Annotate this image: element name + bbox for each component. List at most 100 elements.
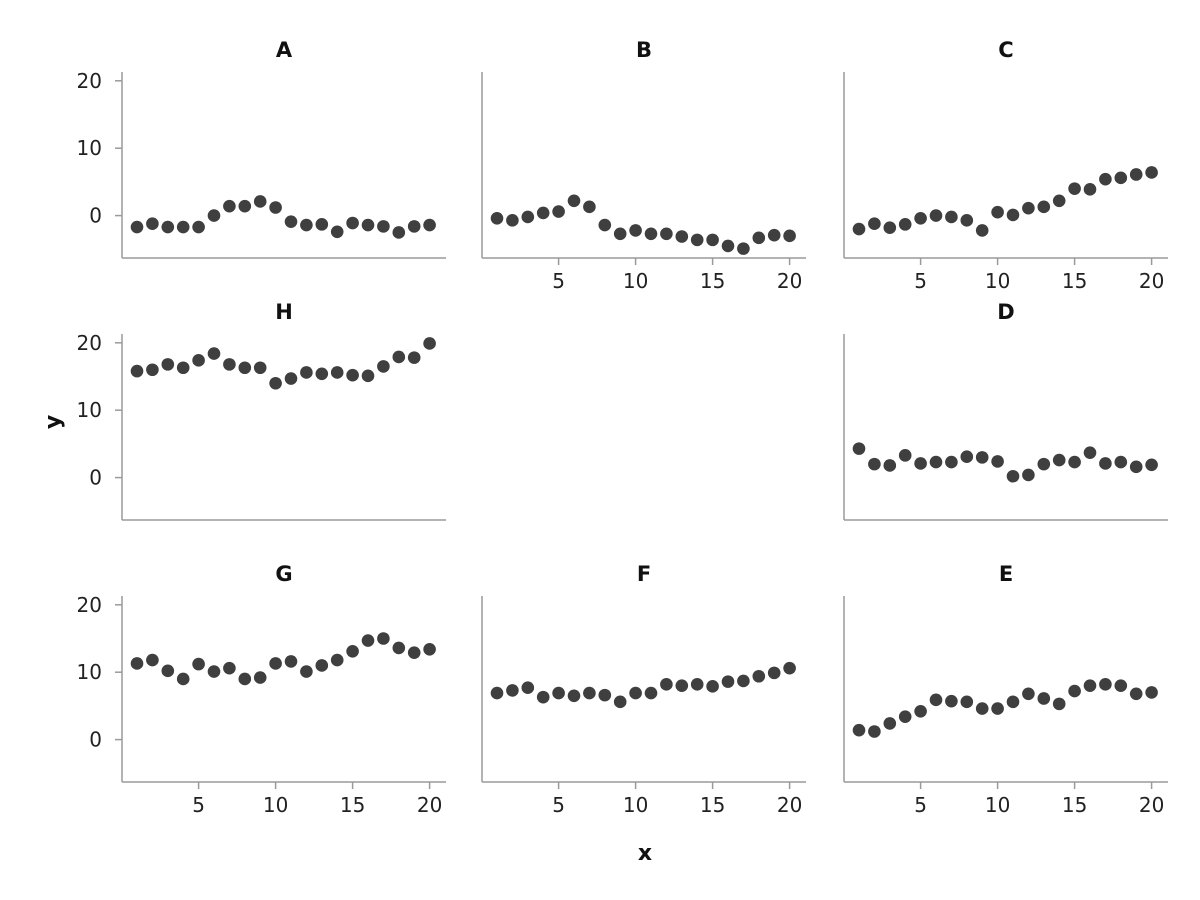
data-point [852, 222, 866, 236]
data-point [1022, 687, 1035, 701]
data-point [300, 366, 313, 379]
data-point [192, 657, 205, 671]
data-point [567, 194, 581, 208]
data-point [1129, 168, 1143, 181]
data-point [536, 206, 550, 220]
data-point [146, 217, 159, 230]
x-tick-label: 20 [1139, 269, 1164, 293]
data-point [721, 239, 735, 253]
data-point [207, 665, 221, 678]
x-tick-label: 15 [1062, 269, 1087, 293]
data-point [490, 211, 504, 225]
x-axis-title: x [638, 841, 652, 866]
data-point [852, 723, 866, 737]
data-point [945, 694, 958, 708]
data-point [392, 226, 406, 239]
data-point [330, 653, 344, 667]
data-point [1114, 455, 1128, 469]
data-point [1022, 201, 1035, 215]
data-point [223, 199, 236, 213]
panel-title: B [636, 38, 652, 62]
data-point [253, 361, 267, 375]
data-point [914, 457, 927, 470]
x-tick-label: 5 [914, 269, 927, 293]
data-point [315, 367, 329, 381]
data-point [346, 645, 359, 658]
data-point [975, 451, 989, 464]
data-point [898, 218, 912, 231]
data-point [783, 661, 796, 675]
data-point [423, 642, 436, 656]
data-point [161, 664, 175, 678]
data-point [767, 666, 781, 680]
data-point [868, 457, 881, 471]
x-tick-label: 15 [700, 269, 725, 293]
facet-panel-d: D [843, 300, 1168, 521]
data-point [407, 220, 421, 233]
x-tick-label: 5 [552, 793, 565, 817]
data-point [269, 201, 282, 214]
y-tick-label: 0 [89, 466, 102, 490]
data-point [914, 211, 927, 225]
data-point [767, 228, 781, 242]
facet-panel-b: B 5 10 15 20 [481, 38, 806, 293]
y-tick-label: 10 [77, 660, 102, 684]
x-tick-label: 5 [552, 269, 565, 293]
data-point [583, 200, 596, 214]
data-point [883, 459, 897, 472]
data-point [1068, 182, 1081, 195]
data-point [567, 689, 581, 703]
data-point [176, 672, 190, 686]
data-point [300, 665, 313, 678]
x-tick-label: 5 [914, 793, 927, 817]
data-point [929, 455, 943, 469]
data-point [1052, 697, 1066, 711]
data-point [690, 678, 704, 691]
data-point [423, 337, 436, 350]
data-point [407, 351, 421, 364]
data-point [613, 695, 627, 709]
data-point [1052, 194, 1066, 208]
data-point [737, 242, 750, 255]
data-point [914, 704, 927, 718]
data-point [1006, 695, 1020, 709]
data-point [161, 358, 175, 371]
data-point [161, 220, 175, 234]
data-point [598, 218, 612, 232]
data-point [1114, 171, 1128, 185]
data-point [1129, 460, 1143, 474]
data-point [490, 686, 504, 700]
panel-title: C [998, 38, 1013, 62]
data-point [315, 659, 329, 672]
data-point [1037, 200, 1051, 214]
data-point [644, 686, 658, 700]
data-point [146, 653, 159, 667]
data-point [783, 229, 796, 243]
data-point [506, 214, 519, 227]
data-point [284, 655, 298, 668]
x-tick-label: 5 [192, 793, 205, 817]
data-point [1037, 692, 1051, 705]
facet-panel-g: G 0 10 20 5 10 15 20 [77, 562, 446, 817]
data-point [176, 220, 190, 234]
data-point [269, 657, 282, 670]
data-point [960, 450, 974, 464]
data-point [929, 693, 943, 707]
facet-panel-f: F 5 10 15 20 [481, 562, 806, 817]
facet-panel-a: A 0 10 20 [77, 38, 446, 259]
facet-panels: A 0 10 20 B 5 10 15 20 C 5 10 15 20 H 0 10 20 D G 0 10 20 5 10 15… [77, 38, 1168, 817]
data-point [361, 634, 375, 647]
data-point [629, 224, 642, 237]
data-point [868, 725, 881, 738]
panel-title: A [276, 38, 293, 62]
data-point [1145, 686, 1158, 699]
data-point [737, 674, 750, 688]
data-point [238, 361, 252, 375]
data-point [1037, 457, 1051, 471]
y-tick-label: 20 [77, 593, 102, 617]
panel-title: D [997, 300, 1014, 324]
data-point [583, 686, 596, 700]
data-point [1022, 468, 1035, 482]
data-point [660, 227, 673, 241]
data-point [868, 217, 881, 230]
